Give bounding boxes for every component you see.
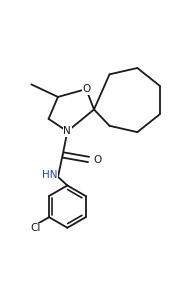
Text: HN: HN <box>42 170 58 180</box>
Text: O: O <box>82 84 90 94</box>
Text: O: O <box>94 155 102 165</box>
Text: N: N <box>64 126 71 136</box>
Text: Cl: Cl <box>30 223 40 233</box>
